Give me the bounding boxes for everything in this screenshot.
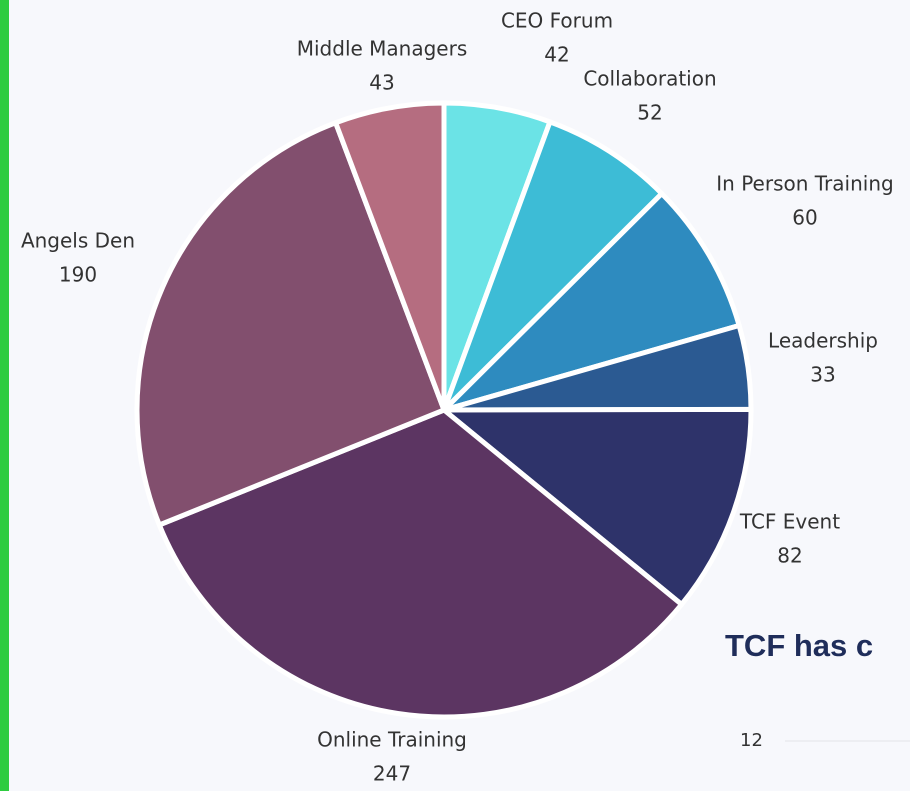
slice-value: 82	[777, 544, 802, 568]
heading: TCF has c	[725, 628, 873, 663]
slice-label: CEO Forum	[501, 9, 613, 33]
slice-value: 190	[59, 263, 97, 287]
slice-value: 60	[792, 206, 817, 230]
slice-label: In Person Training	[716, 172, 893, 196]
pie-slice	[134, 120, 447, 528]
pie-slice	[156, 407, 685, 720]
slice-label: Middle Managers	[297, 37, 468, 61]
pie-slice	[333, 100, 447, 413]
slice-value: 43	[369, 71, 394, 95]
slice-label: Angels Den	[21, 229, 135, 253]
pie-slice	[441, 406, 754, 607]
slice-label: Collaboration	[583, 67, 716, 91]
slice-value: 42	[544, 43, 569, 67]
axis-fragment: 12	[740, 730, 763, 751]
left-border	[0, 0, 9, 791]
slice-value: 52	[637, 101, 662, 125]
slice-label: Leadership	[768, 329, 878, 353]
pie-slice	[441, 119, 665, 413]
pie-slice	[441, 191, 742, 413]
slice-value: 247	[373, 762, 411, 786]
slice-label: Online Training	[317, 728, 467, 752]
slice-value: 33	[810, 363, 835, 387]
slice-label: TCF Event	[739, 510, 840, 534]
